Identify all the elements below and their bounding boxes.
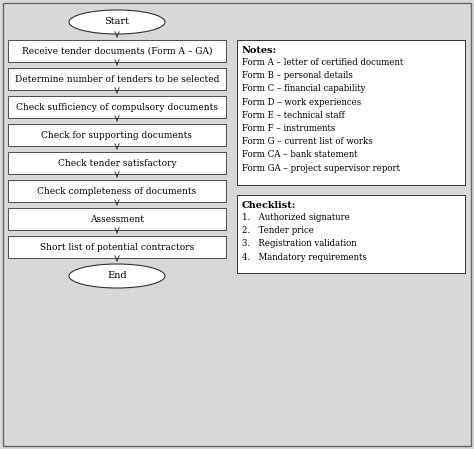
Text: Form E – technical staff: Form E – technical staff [242, 111, 345, 120]
Ellipse shape [69, 10, 165, 34]
Text: 2.   Tender price: 2. Tender price [242, 226, 314, 235]
Text: Short list of potential contractors: Short list of potential contractors [40, 242, 194, 251]
FancyBboxPatch shape [8, 68, 226, 90]
Text: Form G – current list of works: Form G – current list of works [242, 137, 373, 146]
Text: Check sufficiency of compulsory documents: Check sufficiency of compulsory document… [16, 102, 218, 111]
Text: Form A – letter of certified document: Form A – letter of certified document [242, 58, 403, 67]
FancyBboxPatch shape [8, 236, 226, 258]
Text: Form CA – bank statement: Form CA – bank statement [242, 150, 357, 159]
Text: Check tender satisfactory: Check tender satisfactory [58, 158, 176, 167]
Text: 3.   Registration validation: 3. Registration validation [242, 239, 356, 248]
Text: Form D – work experiences: Form D – work experiences [242, 97, 361, 106]
Text: Determine number of tenders to be selected: Determine number of tenders to be select… [15, 75, 219, 84]
Text: Start: Start [104, 18, 129, 26]
Text: 4.   Mandatory requirements: 4. Mandatory requirements [242, 253, 367, 262]
Text: Form F – instruments: Form F – instruments [242, 124, 336, 133]
Text: Receive tender documents (Form A – GA): Receive tender documents (Form A – GA) [22, 47, 212, 56]
Ellipse shape [69, 264, 165, 288]
FancyBboxPatch shape [8, 96, 226, 118]
Text: 1.   Authorized signature: 1. Authorized signature [242, 213, 350, 222]
Text: Form B – personal details: Form B – personal details [242, 71, 353, 80]
Text: Assessment: Assessment [90, 215, 144, 224]
Text: Form C – financial capability: Form C – financial capability [242, 84, 365, 93]
FancyBboxPatch shape [8, 40, 226, 62]
Text: Check for supporting documents: Check for supporting documents [42, 131, 192, 140]
FancyBboxPatch shape [8, 124, 226, 146]
Text: Checklist:: Checklist: [242, 201, 296, 210]
Text: Check completeness of documents: Check completeness of documents [37, 186, 197, 195]
FancyBboxPatch shape [237, 40, 465, 185]
FancyBboxPatch shape [8, 152, 226, 174]
FancyBboxPatch shape [8, 208, 226, 230]
Text: Form GA – project supervisor report: Form GA – project supervisor report [242, 163, 400, 172]
FancyBboxPatch shape [237, 195, 465, 273]
Text: Notes:: Notes: [242, 46, 277, 55]
FancyBboxPatch shape [8, 180, 226, 202]
Text: End: End [107, 272, 127, 281]
